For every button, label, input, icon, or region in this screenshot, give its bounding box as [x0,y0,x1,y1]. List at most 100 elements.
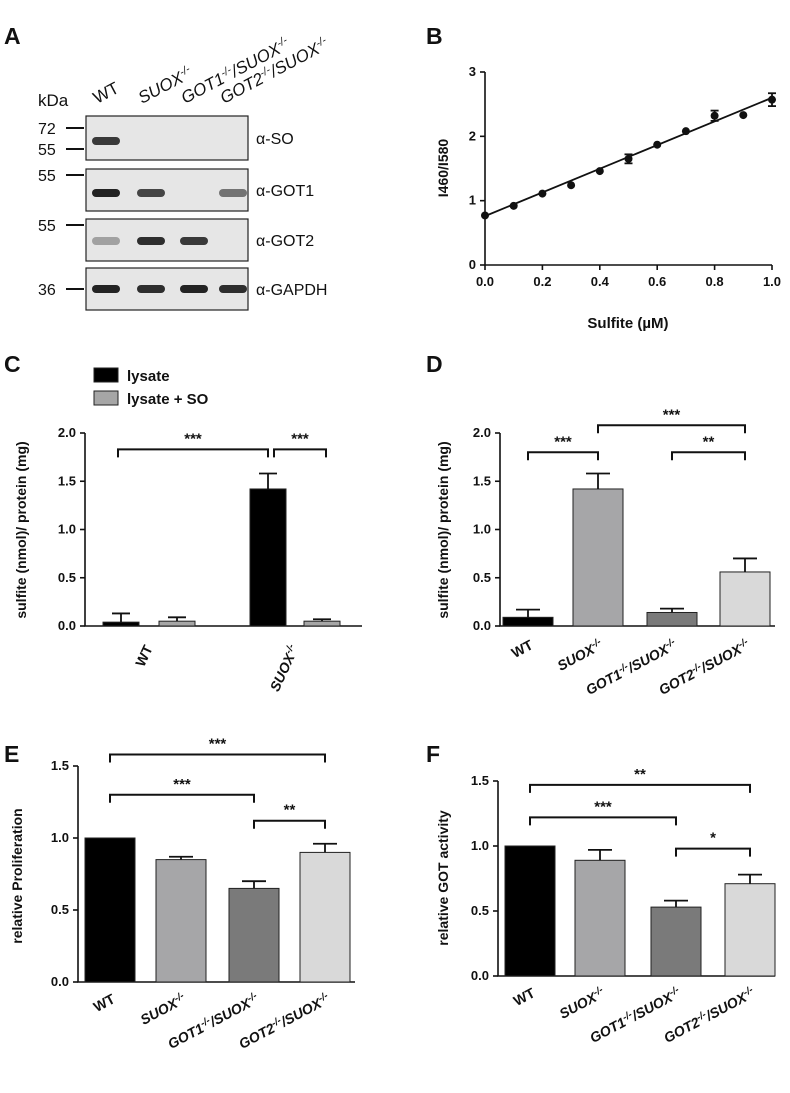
legend-label: lysate + SO [127,391,209,408]
significance-bracket [109,793,255,803]
data-point [710,111,719,120]
western-blot-panel: kDa WT SUOX-/-GOT1-/-/SUOX-/-GOT2-/-/SUOX… [38,34,329,311]
blot-band [92,137,120,145]
x-tick-label: 1.0 [763,274,781,289]
y-tick-label: 1.5 [471,773,489,788]
y-tick-label: 1.0 [58,522,76,537]
significance-label: *** [554,433,572,450]
category-label: WT [511,984,538,1009]
y-tick-label: 0.0 [471,968,489,983]
bar [249,488,287,627]
kda-marker: 72 [38,121,56,138]
sulfite-lysate-chart: 0.0 0.5 1.0 1.5 2.0 sulfite (nmol)/ protein (… [13,367,362,694]
bar [504,845,556,977]
proliferation-chart: 0.0 0.5 1.0 1.5 relative Proliferation WT SUOX… [9,735,355,1052]
category-label: WT [509,636,536,661]
y-tick-label: 0.5 [471,903,489,918]
x-axis-label: Sulfite (µM) [587,315,668,332]
y-tick-label: 0.5 [473,570,491,585]
bar [724,883,776,977]
bar [299,851,351,983]
legend-swatch [93,367,119,383]
y-tick-label: 1.0 [51,830,69,845]
blot-band [219,285,247,293]
calibration-chart: 0 1 2 3 0.0 0.2 0.4 0.6 0.8 1.0 Sulfite (µM) I460/I… [435,64,781,332]
data-point [739,111,748,120]
significance-label: ** [284,802,296,819]
panel-letter-c: C [4,351,21,377]
y-tick-label: 1.0 [471,838,489,853]
significance-label: *** [173,776,191,793]
y-axis-label: relative Proliferation [9,808,25,943]
significance-label: *** [663,406,681,423]
sulfite-genotype-chart: 0.0 0.5 1.0 1.5 2.0 sulfite (nmol)/ protein (… [435,406,775,698]
panel-letter-f: F [426,741,440,767]
data-point [509,201,518,210]
significance-bracket [273,448,327,458]
bar [303,620,341,627]
y-tick-label: 0.0 [51,974,69,989]
x-tick-label: 0.0 [476,274,494,289]
data-point [481,211,489,220]
significance-bracket [529,783,751,793]
y-tick-label: 0.5 [51,902,69,917]
x-tick-label: 0.6 [648,274,666,289]
bar [502,616,554,627]
antibody-label: α-SO [256,131,294,148]
kda-marker: 55 [38,168,56,185]
lane-label: WT [90,78,122,107]
blot-band [180,285,208,293]
data-point [595,167,604,176]
kda-marker: 55 [38,142,56,159]
y-axis-label: sulfite (nmol)/ protein (mg) [435,441,451,618]
bar [155,859,207,983]
bar [572,488,624,627]
antibody-label: α-GAPDH [256,282,327,299]
bar [102,621,140,627]
data-point [538,189,547,198]
bar [719,571,771,627]
y-tick-label: 1.5 [473,473,491,488]
x-tick-label: 0.4 [591,274,610,289]
significance-label: ** [703,433,715,450]
category-label: SUOX-/- [556,984,608,1022]
category-label: WT [132,642,156,669]
bar [84,837,136,983]
blot-band [92,237,120,245]
blot-band [219,189,247,197]
blot-band [137,237,165,245]
significance-bracket [597,424,746,434]
kda-label: kDa [38,91,69,110]
y-tick-label: 2 [469,128,476,143]
axis-lines [484,72,772,266]
significance-bracket [675,847,751,857]
panel-letter-a: A [4,23,21,49]
y-tick-label: 0 [469,257,476,272]
data-point [653,140,662,149]
blot-band [92,285,120,293]
y-tick-label: 1.5 [58,473,76,488]
blot-band [180,237,208,245]
significance-label: * [710,830,716,847]
bar [650,906,702,977]
x-tick-label: 0.2 [533,274,551,289]
data-point [624,154,633,163]
significance-label: *** [594,798,612,815]
significance-label: ** [634,766,646,783]
category-label: SUOX-/- [266,642,302,694]
y-tick-label: 2.0 [58,425,76,440]
antibody-label: α-GOT1 [256,183,314,200]
legend-label: lysate [127,368,170,385]
y-tick-label: 1.5 [51,758,69,773]
significance-label: *** [291,430,309,447]
significance-bracket [117,448,269,458]
y-axis-label: relative GOT activity [435,810,451,946]
kda-marker: 55 [38,218,56,235]
significance-bracket [527,451,599,461]
panel-letter-e: E [4,741,19,767]
data-point [681,127,690,136]
antibody-label: α-GOT2 [256,233,314,250]
y-axis-label: I460/I580 [435,139,451,198]
significance-bracket [109,753,326,763]
